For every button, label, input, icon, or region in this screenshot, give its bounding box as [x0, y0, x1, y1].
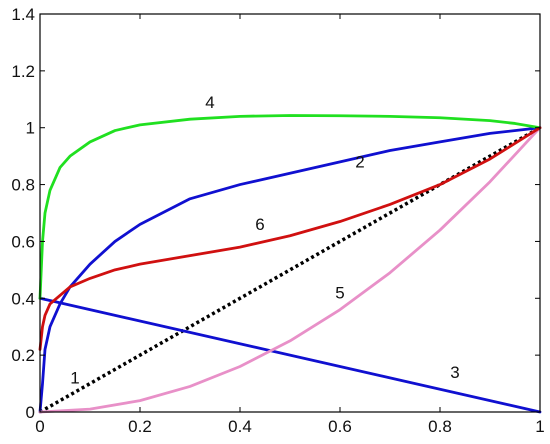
y-tick-label: 0.6: [11, 232, 35, 251]
tick-layer: 0 0.2 0.4 0.6 0.8 1 0 0.2 0.4 0.6 0.8 1 1.2 1.4: [11, 5, 544, 436]
y-tick-label: 0.8: [11, 176, 35, 195]
series-6-label: 6: [255, 215, 264, 234]
curve-label-layer: 1 2 3 4 5 6: [70, 93, 459, 388]
series-5-line: [38, 126, 542, 414]
y-tick-label: 1.4: [11, 5, 35, 24]
x-tick-label: 0.4: [228, 417, 252, 436]
x-tick-label: 0.2: [128, 417, 152, 436]
series-5-label: 5: [335, 283, 344, 302]
plot-frame: [39, 13, 541, 413]
y-tick-label: 0.2: [11, 346, 35, 365]
series-2-line: [38, 126, 542, 414]
series-4-label: 4: [205, 93, 214, 112]
series-layer: [38, 114, 542, 414]
y-tick-label: 1.2: [11, 62, 35, 81]
series-3-line: [38, 296, 542, 414]
plot-background: [40, 14, 540, 412]
series-6-line: [38, 126, 542, 351]
x-tick-label: 0.6: [328, 417, 352, 436]
y-tick-label: 0.4: [11, 289, 35, 308]
x-tick-label: 0: [35, 417, 44, 436]
y-tick-label: 1: [26, 119, 35, 138]
y-tick-label: 0: [26, 403, 35, 422]
series-1-label: 1: [70, 369, 79, 388]
series-3-label: 3: [450, 363, 459, 382]
series-2-label: 2: [355, 153, 364, 172]
x-tick-label: 0.8: [428, 417, 452, 436]
series-4-line: [38, 114, 542, 300]
x-tick-label: 1: [535, 417, 544, 436]
